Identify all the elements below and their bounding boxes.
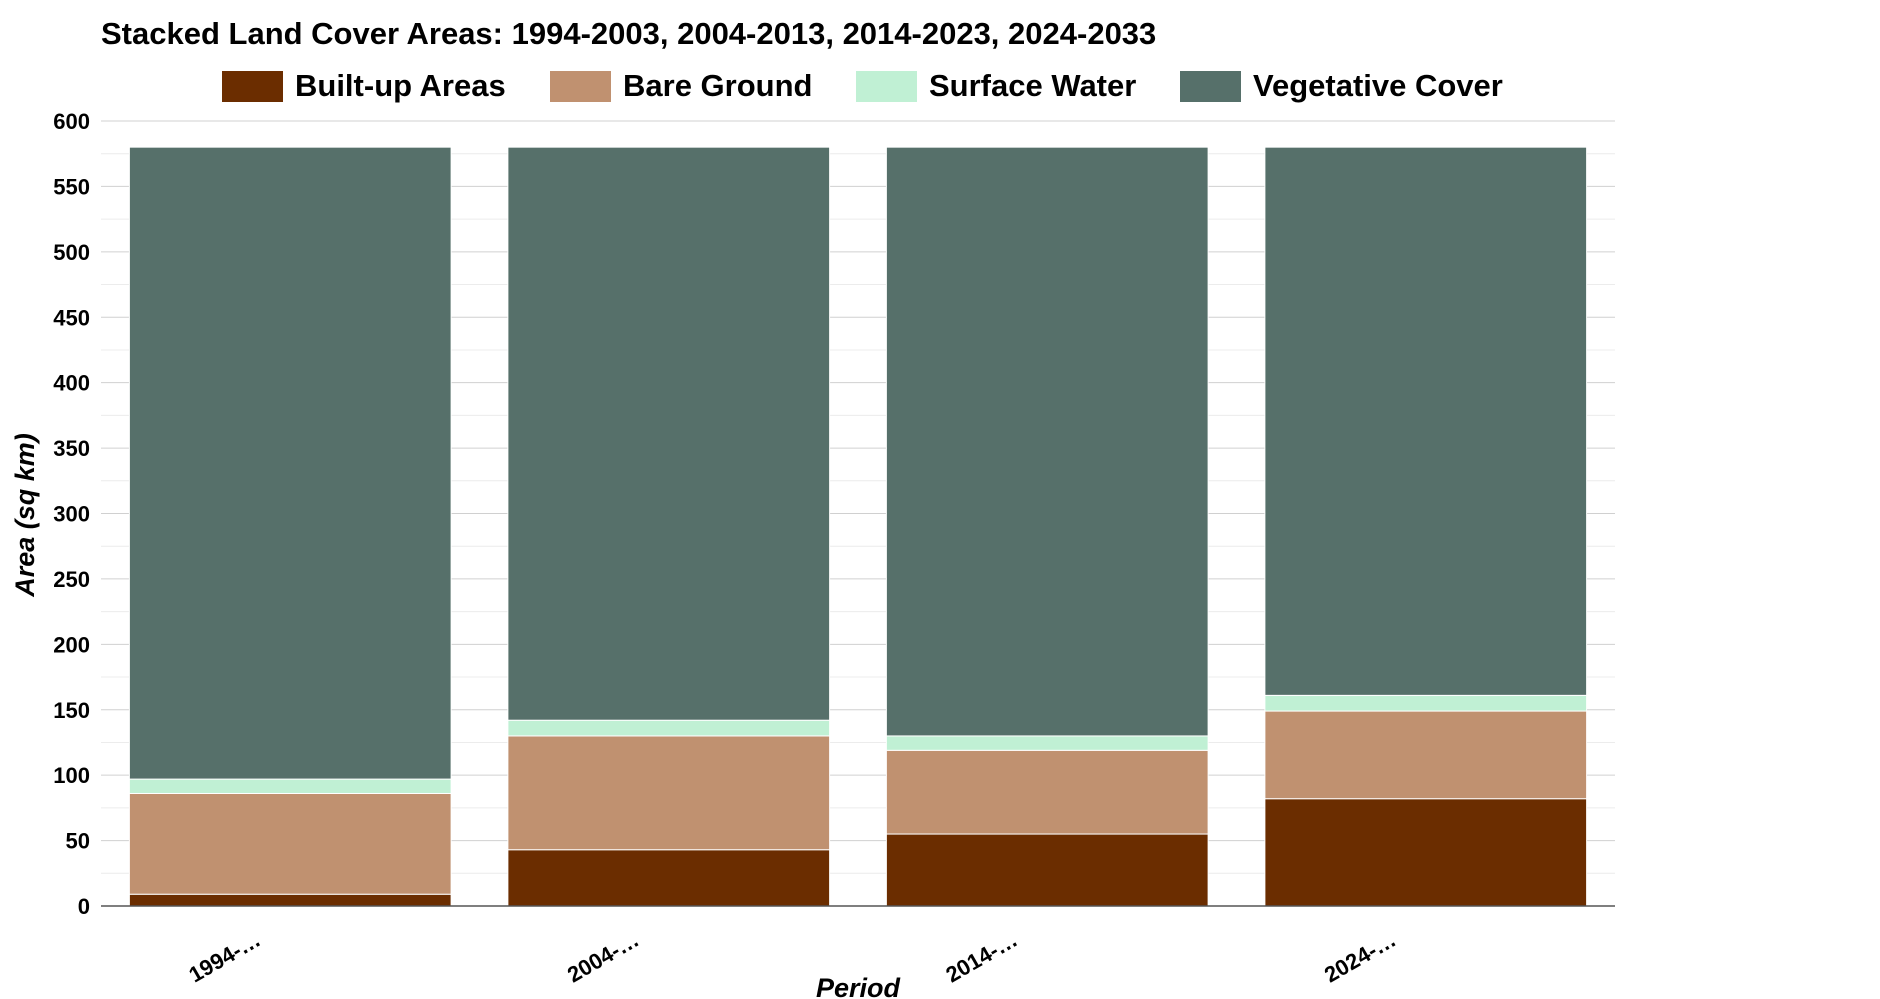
bar-segment-vegetative-cover	[507, 146, 831, 721]
y-tick-label: 0	[78, 894, 90, 919]
bar-segment-bare-ground	[128, 792, 452, 895]
legend-label: Built-up Areas	[295, 68, 506, 103]
y-tick-label: 550	[53, 174, 90, 199]
legend-label: Vegetative Cover	[1253, 68, 1503, 103]
legend-label: Bare Ground	[623, 68, 812, 103]
y-tick-label: 600	[53, 109, 90, 134]
y-tick-label: 200	[53, 632, 90, 657]
bar-segment-bare-ground	[507, 735, 831, 851]
y-tick-label: 350	[53, 436, 90, 461]
x-axis-label: Period	[816, 973, 901, 999]
bar-segment-surface-water	[128, 778, 452, 794]
y-axis-label: Area (sq km)	[10, 433, 40, 598]
bar-segment-vegetative-cover	[1264, 146, 1588, 696]
bar-segment-built-up-areas	[128, 893, 452, 907]
legend-swatch	[550, 71, 611, 102]
x-tick-label: 2014-…	[941, 927, 1021, 988]
legend-swatch	[856, 71, 917, 102]
legend-item: Built-up Areas	[222, 68, 506, 103]
legend-label: Surface Water	[929, 68, 1136, 103]
bar-segment-bare-ground	[885, 749, 1209, 835]
bar-segment-surface-water	[1264, 694, 1588, 712]
bar-segment-vegetative-cover	[885, 146, 1209, 737]
y-tick-label: 500	[53, 240, 90, 265]
legend-item: Bare Ground	[550, 68, 812, 103]
bar-segment-built-up-areas	[1264, 798, 1588, 907]
legend-swatch	[222, 71, 283, 102]
bar-segment-built-up-areas	[885, 833, 1209, 907]
bar-segment-surface-water	[507, 719, 831, 737]
y-tick-label: 450	[53, 305, 90, 330]
legend-item: Surface Water	[856, 68, 1136, 103]
bar-segment-surface-water	[885, 735, 1209, 751]
legend-item: Vegetative Cover	[1180, 68, 1503, 103]
bar-segment-vegetative-cover	[128, 146, 452, 780]
legend-swatch	[1180, 71, 1241, 102]
x-tick-label: 2024-…	[1320, 927, 1400, 988]
y-tick-label: 150	[53, 698, 90, 723]
y-tick-label: 300	[53, 502, 90, 527]
y-tick-label: 100	[53, 763, 90, 788]
chart-legend: Built-up Areas Bare Ground Surface Water Ve…	[222, 68, 1503, 103]
x-tick-label: 2004-…	[563, 927, 643, 988]
y-tick-label: 400	[53, 371, 90, 396]
chart-bars	[128, 146, 1588, 907]
y-axis-ticks: 0 50 100 150 200 250 300 350 400 450 500 550 600	[53, 109, 90, 919]
bar-segment-bare-ground	[1264, 710, 1588, 800]
y-tick-label: 50	[66, 829, 90, 854]
chart-title: Stacked Land Cover Areas: 1994-2003, 200…	[101, 16, 1156, 51]
y-tick-label: 250	[53, 567, 90, 592]
x-axis-ticks: 1994-… 2004-… 2014-… 2024-…	[184, 927, 1400, 988]
x-tick-label: 1994-…	[184, 927, 264, 988]
bar-segment-built-up-areas	[507, 849, 831, 907]
